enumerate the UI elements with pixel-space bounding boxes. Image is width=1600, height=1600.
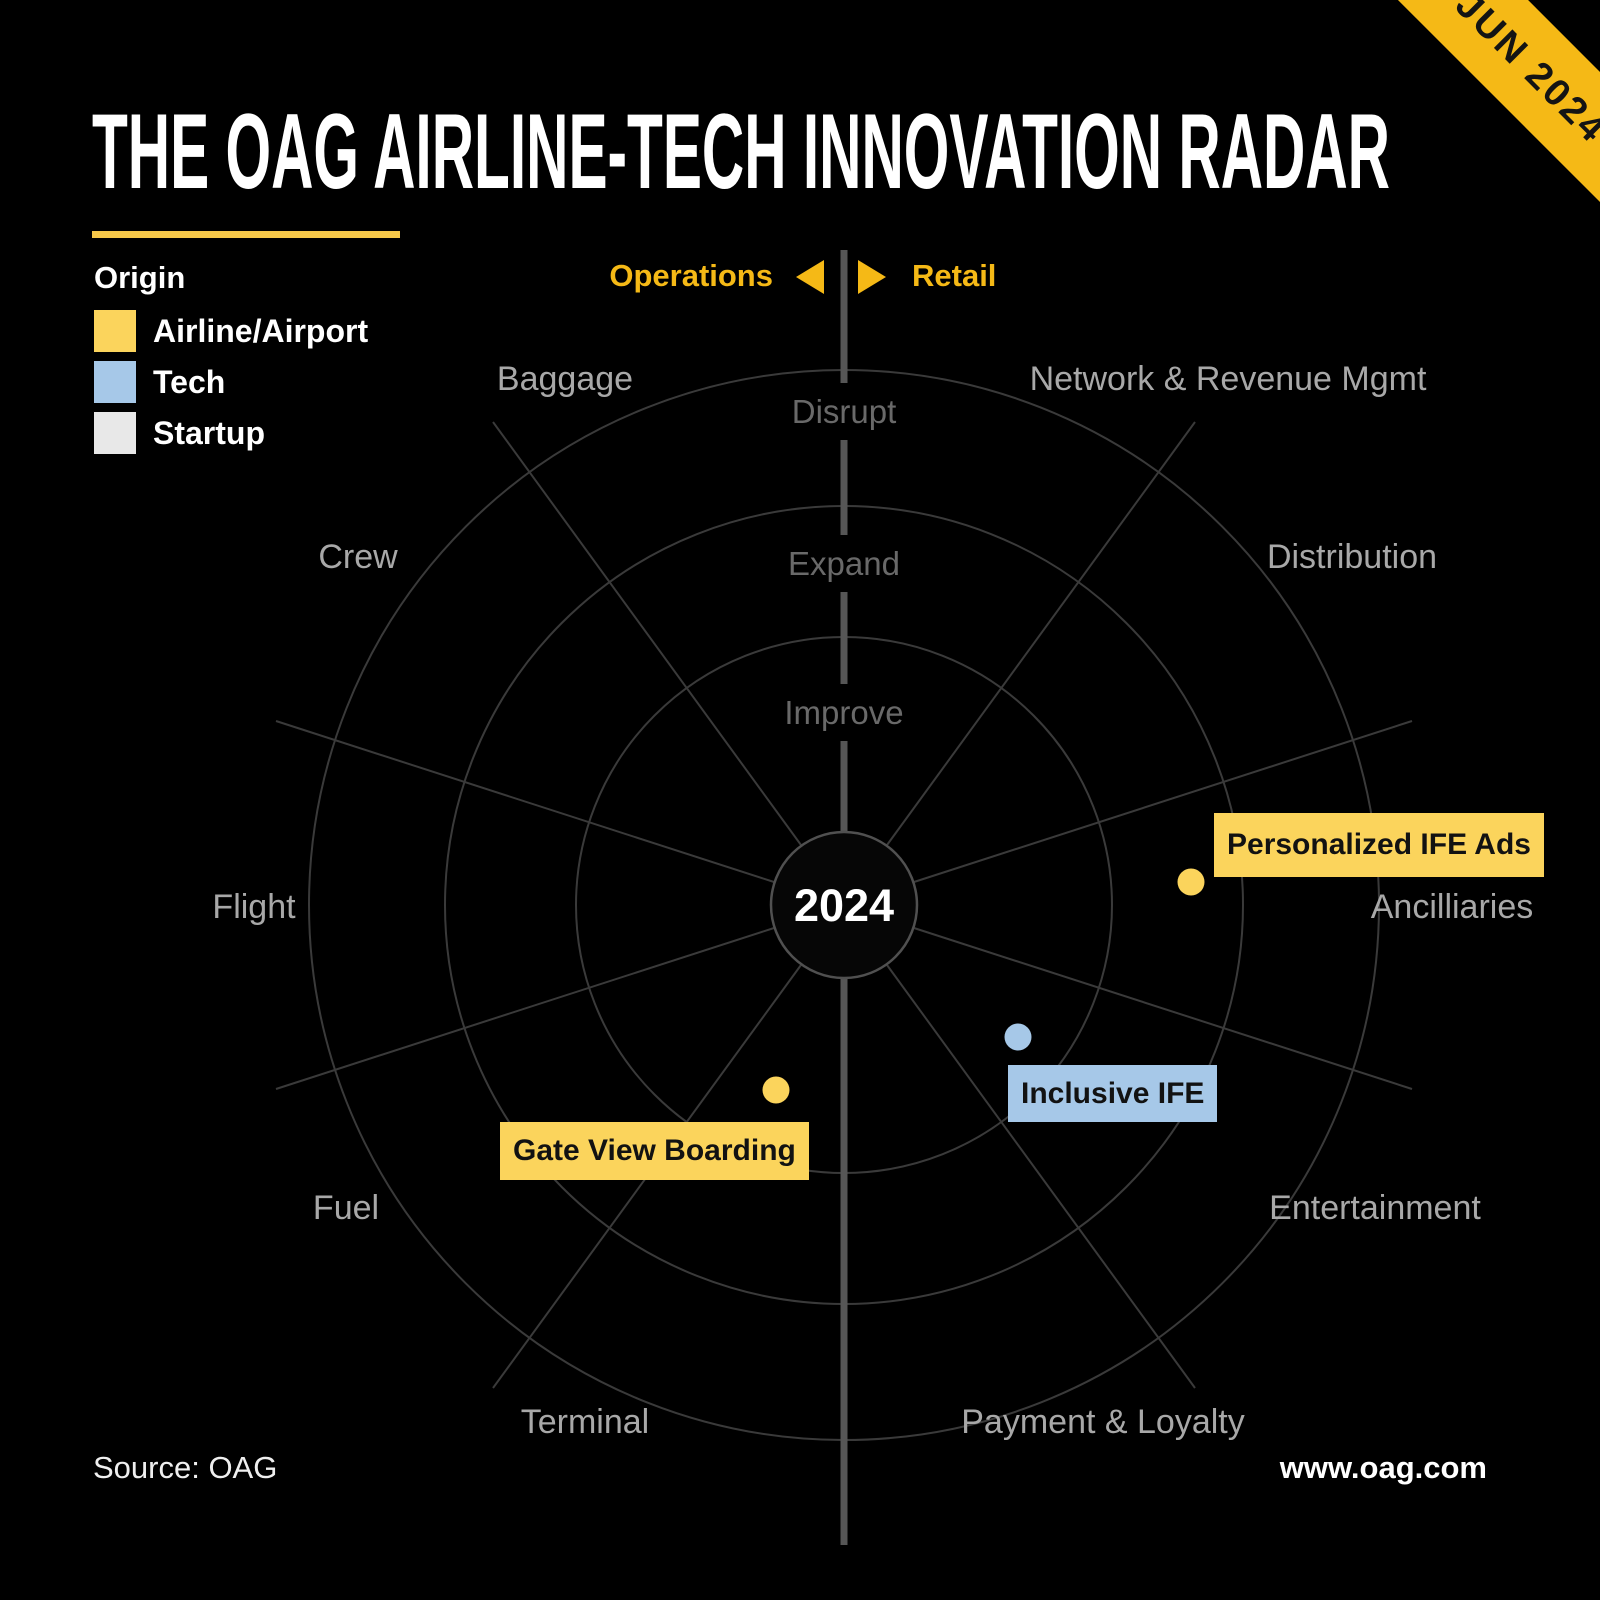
legend-item-label: Startup <box>153 414 265 451</box>
ring-label-disrupt: Disrupt <box>792 393 897 430</box>
spoke-right-72 <box>913 720 1413 883</box>
sector-label-distribution: Distribution <box>1267 538 1437 576</box>
legend-item-tech: Tech <box>94 361 368 403</box>
radar-spokes <box>275 421 1413 1389</box>
spoke-right-36 <box>886 421 1196 846</box>
source-credit: Source: OAG <box>93 1450 278 1485</box>
sector-label-baggage: Baggage <box>497 360 633 398</box>
spoke-left-36 <box>492 421 802 846</box>
title-underline <box>92 231 400 238</box>
spoke-left-72 <box>275 720 775 883</box>
spoke-left-108 <box>275 927 775 1090</box>
sector-label-crew: Crew <box>318 538 398 576</box>
tech-swatch <box>94 361 136 403</box>
airline-airport-swatch <box>94 310 136 352</box>
legend-heading: Origin <box>94 260 186 295</box>
sector-label-terminal: Terminal <box>521 1403 649 1441</box>
point-inclusive-ife <box>1004 1023 1032 1051</box>
ring-label-improve: Improve <box>784 694 903 731</box>
ring-label-expand: Expand <box>788 545 900 582</box>
spoke-right-108 <box>913 927 1413 1090</box>
legend-item-startup: Startup <box>94 412 368 454</box>
spoke-right-144 <box>886 964 1196 1389</box>
legend-item-label: Tech <box>153 363 226 400</box>
data-points <box>762 868 1205 1104</box>
arrow-left-icon <box>796 260 824 294</box>
legend-item-airline-airport: Airline/Airport <box>94 310 368 352</box>
hub-circle <box>769 830 919 980</box>
legend-item-label: Airline/Airport <box>153 312 369 349</box>
callout-inclusive-ife: Inclusive IFE <box>1008 1065 1218 1122</box>
arrow-right-icon <box>858 260 886 294</box>
startup-swatch <box>94 412 136 454</box>
callout-gate-view-boarding: Gate View Boarding <box>500 1122 809 1180</box>
sector-label-ancilliaries: Ancilliaries <box>1371 888 1534 926</box>
callout-personalized-ife-ads: Personalized IFE Ads <box>1214 813 1544 877</box>
sector-label-network-revenue-mgmt: Network & Revenue Mgmt <box>1030 360 1427 398</box>
sector-labels: Baggage Network & Revenue Mgmt Crew Dist… <box>212 360 1533 1441</box>
point-gate-view-boarding <box>762 1076 790 1104</box>
page-title: THE OAG AIRLINE-TECH INNOVATION RADAR <box>92 91 1390 211</box>
sector-label-fuel: Fuel <box>313 1189 379 1227</box>
legend: Origin Airline/Airport Tech Startup <box>94 260 368 463</box>
website-url: www.oag.com <box>1279 1450 1487 1485</box>
sector-label-payment-loyalty: Payment & Loyalty <box>961 1403 1244 1441</box>
operations-axis-label: Operations <box>609 258 773 293</box>
sector-label-flight: Flight <box>212 888 296 926</box>
retail-axis-label: Retail <box>912 258 997 293</box>
point-personalized-ife-ads <box>1177 868 1205 896</box>
sector-label-entertainment: Entertainment <box>1269 1189 1481 1227</box>
hub-year-label: 2024 <box>794 880 894 931</box>
